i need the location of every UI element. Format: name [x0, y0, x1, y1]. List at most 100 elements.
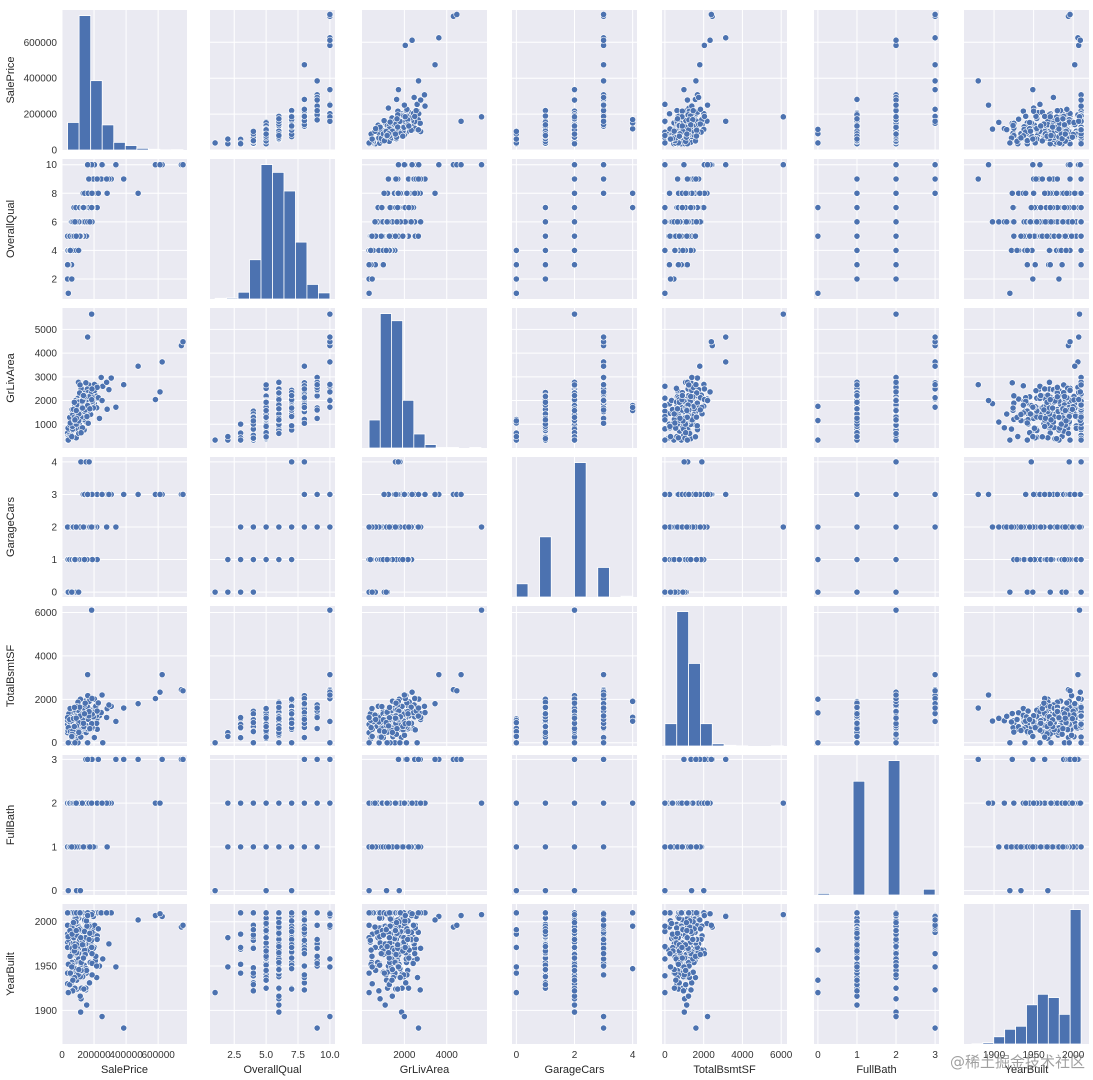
scatter-point: [326, 86, 334, 94]
scatter-point: [985, 161, 992, 169]
scatter-point: [1077, 96, 1085, 104]
scatter-point: [249, 128, 257, 135]
scatter-point: [542, 112, 549, 120]
scatter-point: [853, 433, 861, 441]
scatter-point: [512, 417, 520, 425]
hist-bar: [90, 80, 103, 150]
scatter-point: [600, 94, 607, 101]
scatter-point: [288, 392, 296, 399]
scatter-point: [600, 419, 607, 427]
scatter-point: [453, 11, 461, 18]
scatter-point: [1023, 436, 1031, 444]
scatter-point: [814, 417, 822, 424]
scatter-point: [666, 110, 673, 118]
scatter-point: [403, 189, 411, 197]
scatter-point: [629, 403, 637, 411]
scatter-point: [1077, 140, 1085, 148]
scatter-point: [985, 101, 992, 109]
scatter-point: [179, 161, 187, 169]
scatter-point: [275, 378, 283, 386]
scatter-point: [931, 175, 939, 183]
scatter-point: [394, 204, 402, 211]
scatter-point: [1062, 247, 1070, 254]
scatter-point: [1046, 204, 1054, 211]
scatter-point: [667, 433, 674, 441]
scatter-point: [76, 381, 84, 389]
hist-bar: [306, 284, 319, 299]
scatter-point: [674, 218, 681, 226]
scatter-point: [995, 118, 1003, 126]
scatter-point: [1003, 126, 1011, 134]
scatter-point: [662, 416, 669, 424]
panel-GrLivArea-vs-GarageCars: [512, 308, 637, 448]
scatter-point: [103, 175, 111, 183]
scatter-point: [380, 117, 388, 125]
hist-bar: [413, 433, 426, 448]
scatter-point: [105, 386, 113, 394]
scatter-point: [600, 406, 607, 414]
scatter-point: [80, 392, 87, 399]
scatter-point: [853, 398, 861, 406]
scatter-point: [421, 102, 429, 110]
scatter-point: [70, 398, 78, 406]
scatter-point: [629, 204, 637, 211]
scatter-point: [1055, 232, 1063, 240]
scatter-point: [275, 389, 283, 397]
scatter-point: [1023, 137, 1031, 145]
scatter-point: [1061, 130, 1069, 138]
scatter-point: [64, 289, 72, 297]
scatter-point: [662, 436, 669, 444]
scatter-point: [692, 381, 700, 389]
scatter-point: [892, 36, 900, 44]
scatter-point: [512, 135, 520, 143]
scatter-point: [1059, 115, 1067, 123]
scatter-point: [1053, 107, 1061, 115]
scatter-point: [542, 435, 549, 443]
scatter-point: [542, 218, 549, 226]
scatter-point: [684, 175, 691, 183]
scatter-point: [86, 218, 94, 226]
scatter-point: [1022, 112, 1030, 120]
scatter-point: [1008, 379, 1016, 387]
scatter-point: [814, 402, 822, 410]
scatter-point: [571, 392, 578, 399]
scatter-point: [704, 101, 711, 109]
scatter-point: [382, 247, 390, 254]
scatter-point: [571, 175, 578, 183]
scatter-point: [600, 175, 607, 183]
scatter-point: [683, 232, 691, 240]
scatter-point: [300, 403, 308, 411]
scatter-point: [383, 218, 391, 226]
panel-GrLivArea-vs-SalePrice: [61, 308, 187, 448]
scatter-point: [673, 384, 680, 392]
scatter-point: [1029, 161, 1037, 169]
scatter-point: [674, 175, 682, 183]
scatter-point: [688, 374, 696, 381]
scatter-point: [571, 161, 578, 169]
scatter-point: [814, 126, 822, 133]
scatter-point: [892, 378, 900, 386]
scatter-point: [1003, 218, 1011, 226]
scatter-point: [1019, 382, 1027, 390]
scatter-point: [666, 261, 673, 269]
scatter-point: [892, 247, 900, 254]
scatter-point: [542, 132, 549, 139]
scatter-point: [417, 218, 425, 226]
panel-OverallQual-vs-FullBath: [814, 159, 939, 299]
scatter-point: [85, 175, 93, 183]
scatter-point: [1032, 175, 1040, 183]
scatter-point: [692, 175, 700, 183]
scatter-point: [1037, 204, 1045, 211]
scatter-point: [408, 36, 416, 44]
scatter-point: [1030, 107, 1038, 115]
scatter-point: [1053, 175, 1061, 183]
scatter-point: [313, 381, 321, 389]
scatter-point: [571, 189, 578, 197]
panel-GrLivArea-vs-TotalBsmtSF: [662, 308, 787, 448]
scatter-point: [86, 405, 94, 413]
scatter-point: [431, 189, 439, 197]
hist-bar: [424, 444, 437, 448]
scatter-point: [326, 381, 334, 388]
hist-bar: [101, 124, 115, 150]
scatter-point: [1075, 117, 1083, 125]
